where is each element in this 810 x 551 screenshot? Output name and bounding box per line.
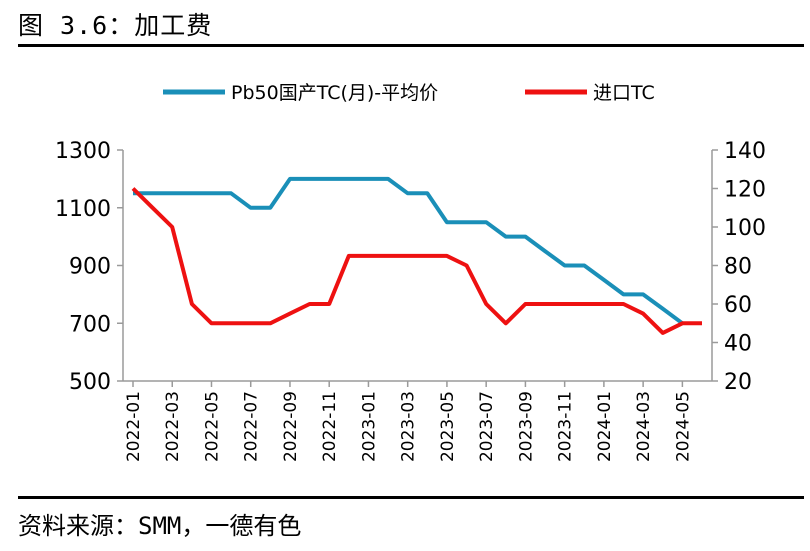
bottom-rule [18,496,804,499]
right-axis-tick-label: 20 [724,370,752,395]
left-axis-tick-label: 500 [69,370,111,395]
x-axis-tick-label: 2024-01 [595,391,615,462]
x-axis-tick-label: 2023-01 [359,391,379,462]
right-axis-tick-label: 60 [724,293,752,318]
x-axis-tick-label: 2022-05 [202,391,222,462]
series-layer [131,176,702,335]
left-axis-tick-label: 700 [69,312,111,337]
x-axis-tick-label: 2023-09 [516,391,536,462]
right-axis-tick-label: 140 [724,139,766,164]
legend-label-2: 进口TC [593,82,655,104]
left-axis-tick-label: 1300 [55,139,111,164]
series-line-1 [133,176,684,325]
x-axis-tick-label: 2022-07 [242,391,262,462]
legend-label-1: Pb50国产TC(月)-平均价 [231,82,438,104]
figure-title: 图 3.6：加工费 [18,11,213,40]
x-axis-tick-label: 2024-05 [673,391,693,462]
x-axis-tick-label: 2022-09 [281,391,301,462]
series-line-2 [131,187,702,335]
x-axis-tick-label: 2023-05 [438,391,458,462]
x-axis-tick-label: 2024-03 [634,391,654,462]
source-note: 资料来源：SMM，一德有色 [18,512,302,540]
legend: Pb50国产TC(月)-平均价 进口TC [163,82,655,104]
axes: 500 700 900 1100 1300 20 40 60 80 100 120 140 2022-0… [55,139,766,462]
x-axis-tick-label: 2023-11 [556,391,576,462]
left-axis-tick-label: 1100 [55,197,111,222]
x-axis-tick-label: 2022-01 [124,391,144,462]
top-rule [18,44,804,47]
right-axis-tick-label: 40 [724,332,752,357]
right-axis-tick-label: 80 [724,255,752,280]
x-axis-tick-label: 2022-03 [163,391,183,462]
right-axis-tick-label: 100 [724,216,766,241]
right-axis-tick-label: 120 [724,178,766,203]
x-axis-tick-label: 2023-07 [477,391,497,462]
x-axis-tick-label: 2023-03 [399,391,419,462]
x-axis-tick-label: 2022-11 [320,391,340,462]
left-axis-tick-label: 900 [69,255,111,280]
